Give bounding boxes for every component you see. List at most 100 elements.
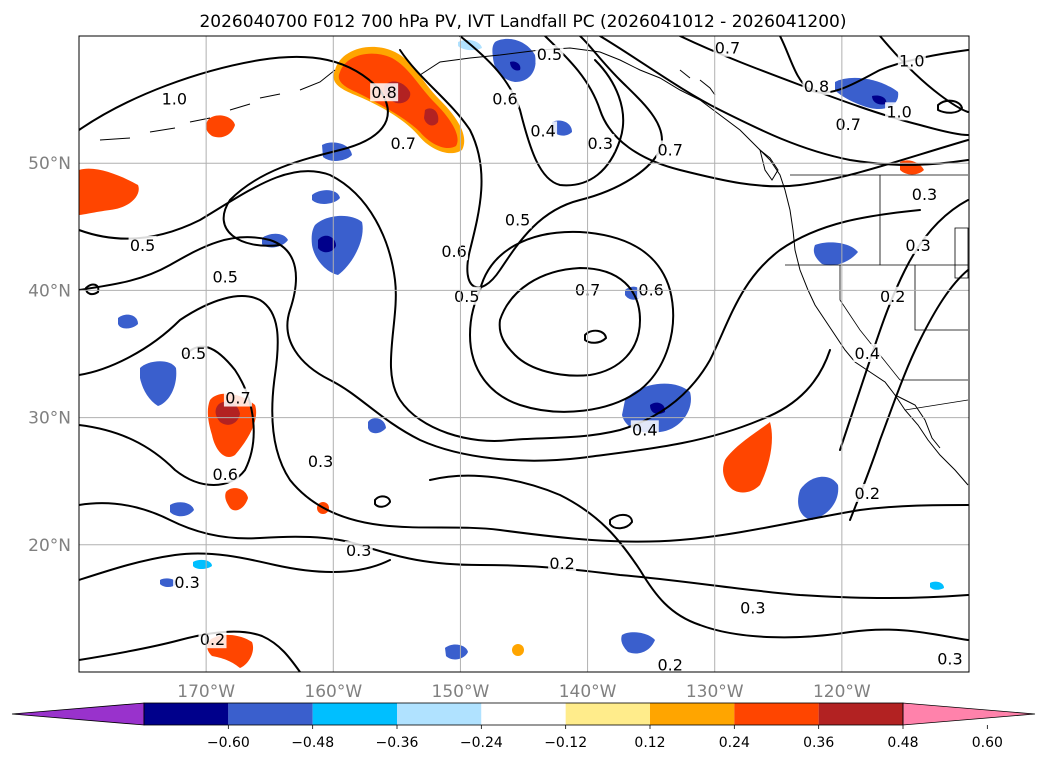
colorbar-tick-label: 0.48	[887, 735, 918, 751]
contour-label-background	[853, 483, 882, 502]
positive-anomaly-south	[225, 488, 248, 511]
contour-label-background	[211, 464, 240, 483]
contour-label: 0.3	[588, 134, 613, 153]
colorbar-tick-label: 0.36	[803, 735, 834, 751]
longitude-labels: 170°W 160°W 150°W 140°W 130°W 120°W	[177, 682, 871, 702]
contour-label-background	[630, 420, 659, 439]
map-title: 2026040700 F012 700 hPa PV, IVT Landfall…	[199, 12, 846, 32]
positive-anomaly-west-edge	[79, 168, 139, 215]
contour-label: 0.6	[441, 242, 466, 261]
latitude-tick-label: 50°N	[28, 154, 71, 174]
contour-line	[679, 36, 969, 136]
longitude-tick-label: 160°W	[304, 682, 362, 702]
contour-line	[79, 170, 921, 442]
contour-label-background	[160, 89, 189, 108]
colorbar-segment	[228, 703, 313, 725]
colorbar-extend-low	[11, 702, 145, 726]
negative-anomaly	[368, 418, 386, 434]
contour-label-background	[713, 38, 742, 57]
contour-line	[839, 199, 969, 451]
colorbar-tick-label: 0.24	[719, 735, 750, 751]
contour-label: 0.6	[492, 90, 517, 109]
map-panel: 1.0 0.8 0.7 0.6 0.5 0.4 0.3 0.7 0.8 0.7 0.7 1.0 1.0 0…	[78, 35, 970, 675]
contour-line	[469, 230, 675, 413]
contour-label-background	[535, 45, 564, 64]
colorbar-tick-label: 0.60	[972, 735, 1003, 751]
contour-line	[609, 514, 633, 530]
longitude-tick-label: 140°W	[559, 682, 617, 702]
contour-line	[429, 474, 969, 641]
contour-label: 0.7	[225, 389, 250, 408]
contour-label-background	[529, 121, 558, 140]
colorbar-segment	[565, 703, 650, 725]
negative-anomaly	[262, 233, 288, 248]
contour-label-background	[885, 102, 914, 121]
negative-anomaly	[170, 502, 194, 517]
longitude-tick-label: 130°W	[686, 682, 744, 702]
contour-label: 0.3	[346, 541, 371, 560]
contour-label-background	[878, 286, 907, 305]
contour-line	[374, 495, 391, 508]
colorbar-segment	[397, 703, 482, 725]
contour-label: 0.4	[530, 121, 555, 140]
contour-line	[459, 36, 625, 187]
contour-label: 0.3	[937, 649, 962, 668]
contour-label-background	[344, 541, 373, 560]
positive-anomaly-aleutian	[205, 115, 235, 138]
colorbar-segment	[650, 703, 735, 725]
contour-label: 0.2	[549, 554, 574, 573]
contour-label-background	[223, 388, 252, 407]
contour-label: 0.2	[200, 630, 225, 649]
positive-anomaly-offshore	[723, 422, 772, 493]
colorbar-tick-label: −0.36	[376, 735, 419, 751]
contour-label: 0.3	[905, 236, 930, 255]
state-box	[954, 227, 969, 279]
contour-label-background	[389, 134, 418, 153]
positive-anomaly-small	[512, 644, 524, 656]
colorbar-tick-label: −0.48	[291, 735, 334, 751]
coastlines	[99, 47, 969, 486]
contour-label-background	[586, 134, 615, 153]
map-frame	[78, 35, 970, 673]
contour-label-background	[173, 572, 202, 591]
contour-label: 0.8	[804, 77, 829, 96]
contour-line	[399, 36, 663, 289]
contour-label: 0.5	[537, 45, 562, 64]
longitude-tick-label: 150°W	[432, 682, 490, 702]
colorbar-segment	[312, 703, 397, 725]
positive-anomaly-central	[207, 393, 257, 458]
negative-anomaly	[160, 578, 177, 587]
longitude-tick-label: 170°W	[177, 682, 235, 702]
contour-label: 0.7	[390, 134, 415, 153]
contour-label-background	[853, 344, 882, 362]
contour-line	[937, 99, 963, 114]
contour-label: 0.7	[657, 140, 682, 159]
contour-label-background	[738, 598, 767, 617]
aleutian-islands	[99, 93, 281, 141]
contour-line	[599, 36, 969, 166]
contour-line	[79, 552, 391, 581]
contour-label: 0.2	[880, 287, 905, 306]
contour-label: 0.6	[212, 465, 237, 484]
pv-contours	[79, 36, 969, 672]
contour-label-background	[802, 76, 831, 95]
contour-label: 0.3	[174, 573, 199, 592]
contour-label-background	[440, 242, 469, 261]
negative-anomaly-southeast	[798, 476, 839, 520]
contour-label: 0.3	[740, 598, 765, 617]
colorbar-segment	[734, 703, 819, 725]
contour-label-background	[656, 655, 685, 672]
latitude-tick-label: 30°N	[28, 409, 71, 429]
contour-label: 0.5	[181, 344, 206, 363]
negative-anomaly	[621, 632, 655, 654]
contour-label: 1.0	[886, 102, 911, 121]
negative-anomaly-coast	[813, 242, 858, 266]
negative-anomaly	[140, 361, 177, 406]
latitude-tick-label: 40°N	[28, 281, 71, 301]
colorbar-segment	[818, 703, 903, 725]
contour-label-background	[503, 210, 532, 229]
contour-label: 0.5	[130, 236, 155, 255]
contour-label: 0.2	[657, 656, 682, 675]
colorbar-tick-label: 0.12	[634, 735, 665, 751]
